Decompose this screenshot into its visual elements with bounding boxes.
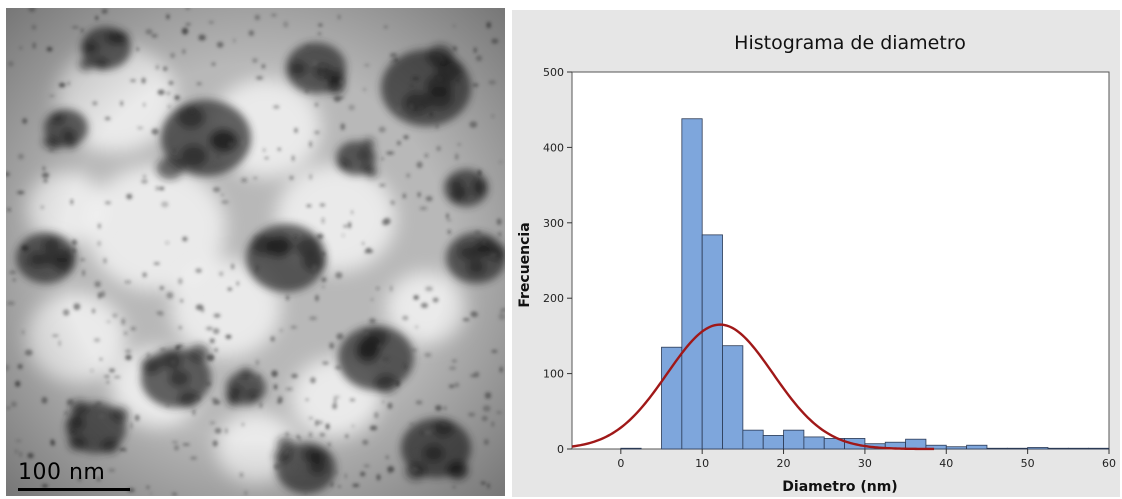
chart-title: Histograma de diametro xyxy=(734,32,966,54)
y-tick-label: 100 xyxy=(543,368,564,381)
histogram-bar xyxy=(681,118,703,450)
histogram-bar xyxy=(945,446,968,450)
histogram-bar xyxy=(722,345,744,450)
tem-micrograph-image xyxy=(6,8,505,496)
histogram-bar xyxy=(783,429,805,450)
scale-bar xyxy=(18,488,130,491)
x-tick-label: 50 xyxy=(1021,457,1035,470)
histogram-bar xyxy=(742,429,764,450)
y-axis-title: Frecuencia xyxy=(517,222,533,307)
histogram-bar xyxy=(620,447,642,450)
histogram-bar xyxy=(701,234,723,450)
x-tick-label: 60 xyxy=(1102,457,1116,470)
tem-micrograph: 100 nm xyxy=(6,8,505,496)
y-tick-label: 500 xyxy=(543,66,564,79)
histogram-bar xyxy=(661,346,683,450)
histogram-panel: Histograma de diametro 0 10 20 30 40 50 60 0 100… xyxy=(512,10,1120,497)
x-tick-label: 30 xyxy=(858,457,872,470)
histogram-bar xyxy=(1047,447,1069,450)
histogram-bar xyxy=(1088,447,1110,450)
normal-fit-curve xyxy=(571,323,935,451)
histogram-bar xyxy=(1067,447,1090,450)
histogram-bar xyxy=(966,444,988,450)
x-tick-label: 0 xyxy=(617,457,624,470)
y-tick-label: 400 xyxy=(543,141,564,154)
histogram-bar xyxy=(1027,447,1049,450)
histogram-bar xyxy=(762,435,784,450)
scale-bar-label: 100 nm xyxy=(18,460,106,485)
y-tick-label: 200 xyxy=(543,292,564,305)
y-tick-label: 0 xyxy=(557,443,564,456)
histogram-bar xyxy=(1006,447,1029,450)
histogram-bar xyxy=(905,438,927,450)
histogram-bar xyxy=(986,447,1008,450)
x-tick-label: 40 xyxy=(939,457,953,470)
x-axis-title: Diametro (nm) xyxy=(782,479,897,495)
x-tick-label: 10 xyxy=(695,457,709,470)
histogram-chart: Histograma de diametro 0 10 20 30 40 50 60 0 100… xyxy=(517,32,1116,495)
histogram-bar xyxy=(803,436,825,450)
y-tick-label: 300 xyxy=(543,217,564,230)
x-tick-label: 20 xyxy=(777,457,791,470)
